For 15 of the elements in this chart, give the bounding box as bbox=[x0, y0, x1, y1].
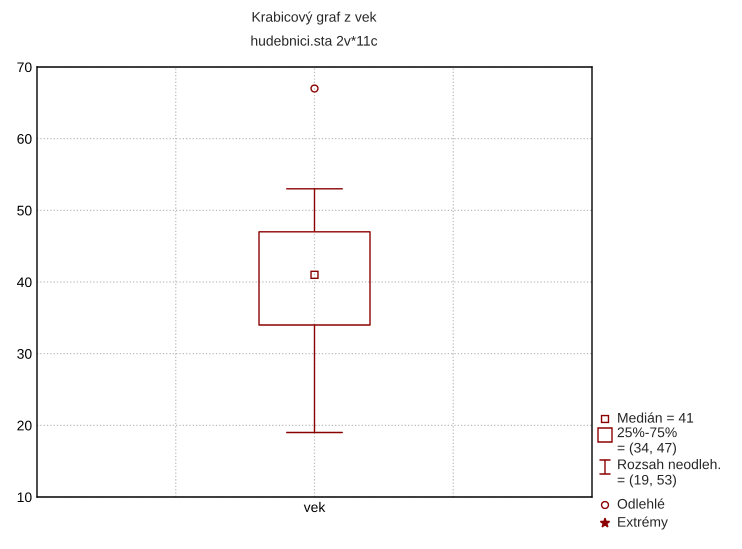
text: Medián = 41 bbox=[618, 412, 694, 423]
x-tick-label: vek bbox=[304, 502, 326, 512]
y-tick-label: 60 bbox=[17, 134, 32, 144]
y-tick-label: 30 bbox=[17, 349, 32, 359]
text: Odlehlé bbox=[618, 498, 664, 509]
text: Extrémy bbox=[618, 516, 668, 530]
y-tick-label: 20 bbox=[17, 420, 32, 431]
chart-subtitle: hudebnici.sta 2v*11c bbox=[251, 36, 378, 46]
y-tick-label: 50 bbox=[17, 206, 32, 216]
text: 25%-75% = (34, 47) bbox=[618, 427, 677, 456]
text: Rozsah neodleh. = (19, 53) bbox=[618, 459, 720, 488]
y-tick-label: 40 bbox=[17, 277, 32, 288]
chart-title: Krabicový graf z vek bbox=[252, 11, 377, 25]
y-tick-label: 10 bbox=[18, 492, 32, 502]
y-tick-label: 70 bbox=[17, 62, 32, 72]
